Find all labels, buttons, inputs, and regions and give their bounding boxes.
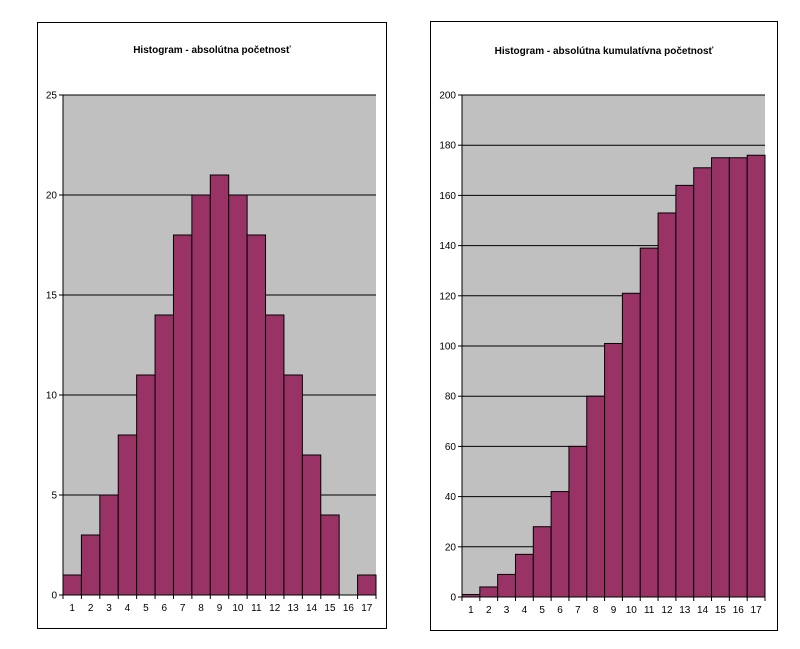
bar [136, 374, 156, 596]
bar [62, 574, 82, 596]
bar [320, 514, 340, 596]
bar [621, 292, 641, 598]
bar [80, 534, 101, 596]
x-tick-label: 7 [575, 605, 581, 616]
x-tick-label: 8 [593, 605, 599, 616]
x-tick-label: 1 [69, 603, 75, 614]
y-tick-label: 25 [46, 91, 58, 102]
x-tick-label: 15 [324, 603, 336, 614]
y-tick-label: 20 [46, 191, 58, 202]
y-tick-label: 5 [51, 491, 57, 502]
y-tick-label: 0 [51, 591, 57, 602]
bar [301, 454, 322, 596]
x-tick-label: 6 [557, 605, 563, 616]
x-tick-label: 14 [697, 605, 709, 616]
x-tick-label: 10 [626, 605, 638, 616]
x-tick-label: 1 [468, 605, 474, 616]
histogram-absolute-chart: Histogram - absolútna početnosť 0 5 10 15 20… [37, 22, 387, 629]
x-tick-label: 14 [306, 603, 318, 614]
y-tick-label: 200 [439, 91, 456, 102]
y-tick-label: 80 [445, 392, 457, 403]
bar [657, 212, 677, 598]
x-tick-label: 2 [486, 605, 492, 616]
bar [550, 491, 570, 598]
y-tick-label: 15 [46, 291, 58, 302]
bar [172, 234, 193, 596]
x-tick-label: 15 [715, 605, 727, 616]
y-tick-label: 10 [46, 391, 58, 402]
x-tick-label: 16 [733, 605, 745, 616]
bar [228, 194, 248, 596]
bar [532, 526, 552, 598]
bar [265, 314, 285, 596]
x-tick-label: 3 [106, 603, 112, 614]
x-tick-label: 12 [269, 603, 281, 614]
y-tick-label: 40 [445, 492, 457, 503]
x-tick-label: 13 [679, 605, 691, 616]
bar [246, 234, 267, 596]
y-tick-label: 120 [439, 291, 456, 302]
bar [514, 553, 534, 598]
y-tick-label: 100 [439, 342, 456, 353]
x-tick-label: 2 [88, 603, 94, 614]
x-tick-label: 16 [343, 603, 355, 614]
y-tick-label: 180 [439, 141, 456, 152]
x-tick-label: 7 [180, 603, 186, 614]
x-tick-label: 4 [522, 605, 528, 616]
bar [283, 374, 303, 596]
x-tick-label: 9 [217, 603, 223, 614]
bar [497, 573, 516, 598]
bar [675, 184, 695, 598]
x-tick-label: 11 [251, 603, 262, 614]
x-tick-label: 8 [198, 603, 204, 614]
x-tick-label: 3 [504, 605, 510, 616]
y-tick-label: 0 [450, 593, 456, 604]
bar [191, 194, 211, 596]
bar [604, 342, 623, 598]
bar [746, 154, 766, 598]
bar [693, 167, 713, 598]
bar [479, 586, 499, 598]
x-tick-label: 11 [644, 605, 655, 616]
x-tick-label: 5 [539, 605, 545, 616]
bar [639, 247, 659, 598]
bar [711, 157, 730, 598]
y-tick-label: 160 [439, 191, 456, 202]
bar [586, 395, 606, 598]
x-tick-label: 6 [161, 603, 167, 614]
histogram-cumulative-chart: Histogram - absolútna kumulatívna početn… [430, 21, 778, 631]
x-tick-label: 5 [143, 603, 149, 614]
x-tick-label: 13 [288, 603, 300, 614]
x-tick-label: 17 [361, 603, 373, 614]
bar [99, 494, 119, 596]
y-tick-label: 20 [445, 542, 457, 553]
chart-title: Histogram - absolútna početnosť [133, 45, 291, 56]
bar [154, 314, 174, 596]
bar [117, 434, 138, 596]
x-tick-label: 9 [611, 605, 617, 616]
bar [728, 157, 748, 598]
chart-title: Histogram - absolútna kumulatívna početn… [494, 46, 714, 57]
x-tick-label: 12 [661, 605, 673, 616]
x-tick-label: 4 [125, 603, 131, 614]
bar [357, 574, 377, 596]
x-tick-label: 10 [232, 603, 244, 614]
y-tick-label: 60 [445, 442, 457, 453]
bar [209, 174, 230, 596]
x-tick-label: 17 [751, 605, 763, 616]
y-tick-label: 140 [439, 241, 456, 252]
bar [568, 445, 588, 598]
